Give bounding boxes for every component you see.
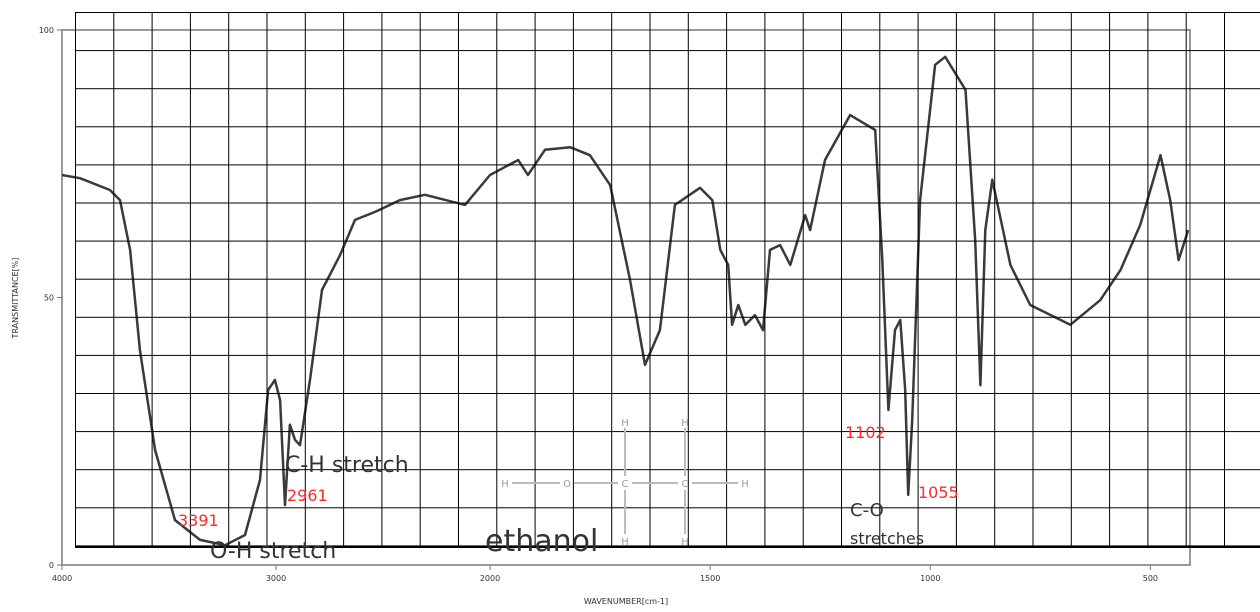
- annotation: O-H stretch: [210, 539, 336, 564]
- x-tick-label: 3000: [266, 574, 286, 583]
- x-tick-label: 4000: [52, 574, 72, 583]
- annotation: C-O: [850, 500, 884, 521]
- atom-label: H: [621, 418, 629, 429]
- annotation: 1102: [845, 423, 886, 442]
- atom-label: C: [682, 479, 689, 490]
- y-tick-label: 50: [44, 294, 54, 303]
- x-tick-label: 1500: [700, 574, 720, 583]
- annotation: 2961: [287, 486, 328, 505]
- annotation: 3391: [178, 511, 219, 530]
- x-tick-label: 500: [1143, 574, 1158, 583]
- atom-label: H: [741, 479, 749, 490]
- x-tick-label: 1000: [920, 574, 940, 583]
- atom-label: H: [681, 418, 689, 429]
- x-tick-label: 2000: [480, 574, 500, 583]
- atom-label: H: [621, 537, 629, 548]
- annotation: stretches: [850, 529, 924, 548]
- y-tick-label: 100: [39, 26, 54, 35]
- y-axis-title: TRANSMITTANCE[%]: [11, 258, 20, 340]
- grid-overlay: [75, 12, 1260, 547]
- atom-label: O: [563, 479, 571, 490]
- annotation: C-H stretch: [285, 453, 409, 478]
- annotation: ethanol: [485, 524, 598, 559]
- annotation: 1055: [918, 483, 959, 502]
- atom-label: H: [501, 479, 509, 490]
- ethanol-structure: H O C C H H H H H: [501, 418, 749, 548]
- atom-label: H: [681, 537, 689, 548]
- x-axis-title: WAVENUMBER[cm-1]: [584, 597, 668, 606]
- atom-label: C: [622, 479, 629, 490]
- y-tick-label: 0: [49, 561, 54, 570]
